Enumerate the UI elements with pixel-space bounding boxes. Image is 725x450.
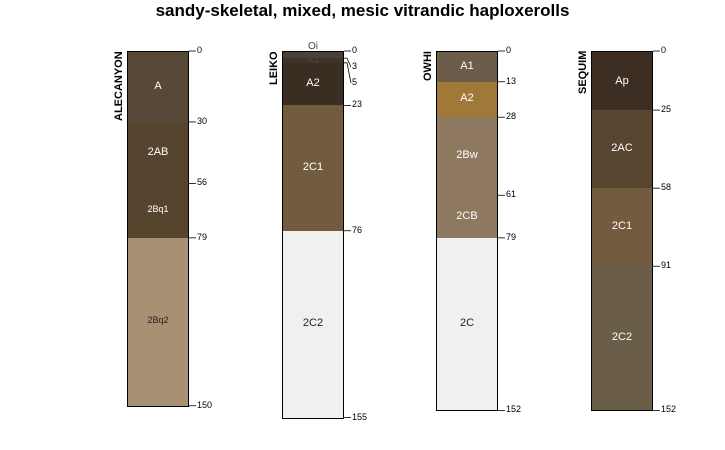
horizon-label: 2AB (147, 145, 169, 158)
horizon-label: Ap (615, 74, 629, 87)
horizon: A2 (282, 62, 344, 107)
horizon-label: 2C2 (302, 317, 324, 330)
horizon: 2Bq1 (127, 183, 189, 239)
horizon: Ap (591, 51, 653, 112)
horizon: 2C1 (282, 105, 344, 232)
depth-label: 79 (506, 231, 517, 242)
horizon: 2Bw (436, 117, 498, 197)
horizon-label: A2 (460, 92, 474, 105)
horizon-label: 2C1 (302, 161, 324, 174)
horizon-label: 2Bq1 (147, 203, 169, 214)
depth-label: 25 (661, 104, 672, 115)
horizon: A1 (436, 51, 498, 83)
horizon: 2C2 (591, 266, 653, 412)
horizon-label: 2AC (611, 142, 633, 155)
depth-label: 150 (197, 399, 213, 410)
horizon: 2CB (436, 195, 498, 239)
depth-label: 79 (197, 231, 208, 242)
profile-name: OWHI (422, 51, 434, 81)
depth-label: 152 (661, 404, 677, 415)
horizon-label: 2Bw (456, 149, 478, 162)
horizon-label: Oi (308, 41, 318, 52)
depth-tick (344, 57, 352, 68)
horizon-label: A1 (306, 54, 320, 66)
horizon-label: 2C2 (611, 331, 633, 344)
horizon-label: 2CB (456, 209, 478, 222)
depth-label: 0 (197, 45, 203, 55)
horizon: 2Bq2 (127, 237, 189, 407)
chart-title: sandy-skeletal, mixed, mesic vitrandic h… (155, 1, 570, 20)
depth-label: 91 (661, 260, 672, 271)
horizon-label: 2Bq2 (147, 314, 169, 325)
horizon-label: A (154, 80, 162, 93)
depth-label: 13 (506, 75, 517, 86)
depth-label: 23 (352, 99, 363, 110)
depth-label: 5 (352, 77, 358, 87)
profile-name: ALECANYON (113, 51, 125, 121)
depth-label: 155 (352, 411, 368, 422)
depth-label: 0 (661, 45, 667, 55)
horizon: 2AB (127, 121, 189, 185)
depth-label: 76 (352, 224, 363, 235)
horizon: 2C2 (282, 230, 344, 419)
depth-label: 58 (661, 182, 672, 193)
horizon: A (127, 51, 189, 123)
depth-tick (344, 62, 352, 84)
depth-label: 30 (197, 115, 208, 126)
horizon: A2 (436, 81, 498, 119)
horizon-label: 2C (459, 317, 475, 330)
depth-label: 61 (506, 189, 517, 200)
horizon: 2C (436, 237, 498, 412)
horizon: 2AC (591, 110, 653, 190)
depth-label: 0 (352, 45, 358, 55)
depth-label: 3 (352, 61, 358, 71)
depth-label: 152 (506, 404, 522, 415)
depth-label: 0 (506, 45, 512, 55)
horizon-label: A1 (460, 60, 474, 73)
profile-name: SEQUIM (577, 50, 589, 94)
profile-name: LEIKO (268, 51, 280, 85)
depth-label: 56 (197, 177, 208, 188)
horizon: 2C1 (591, 188, 653, 268)
depth-label: 28 (506, 111, 517, 122)
horizon-label: 2C1 (611, 220, 633, 233)
horizon-label: A2 (306, 77, 320, 90)
